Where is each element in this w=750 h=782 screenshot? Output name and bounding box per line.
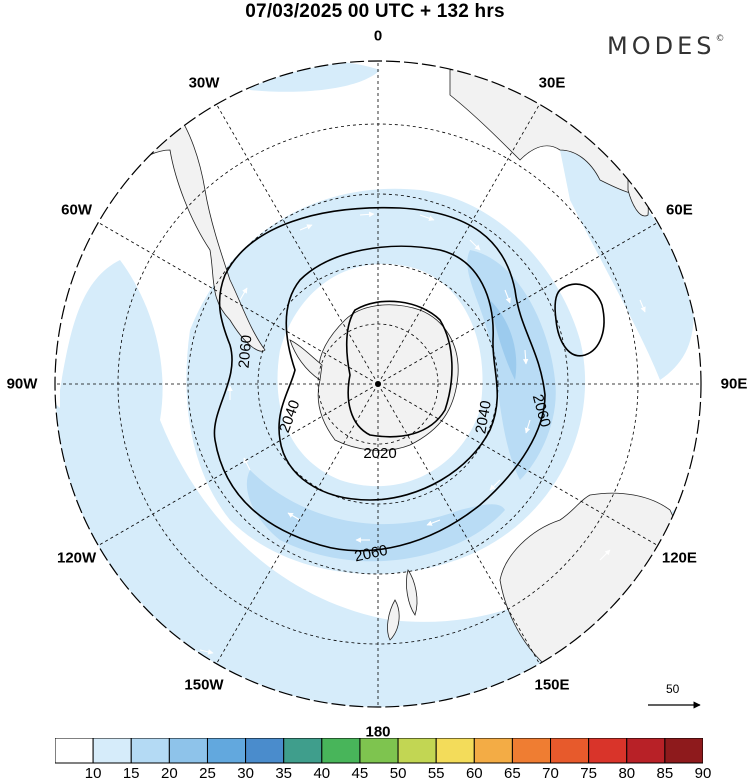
longitude-label: 90E	[720, 375, 748, 393]
copyright-mark: ©	[715, 34, 725, 44]
new-zealand-north	[406, 569, 418, 616]
colorbar-label: 30	[237, 765, 254, 782]
latitude-circle	[187, 193, 569, 575]
colorbar-label: 25	[199, 765, 216, 782]
colorbar-label: 50	[389, 765, 407, 782]
colorbar-label: 40	[313, 765, 331, 782]
colorbar-swatch	[550, 738, 590, 764]
colorbar-swatch	[283, 738, 323, 764]
colorbar-label: 20	[161, 765, 178, 782]
contour-label: 2060	[353, 542, 389, 566]
polar-map: 2020 2040 2040 2060 2060 2060	[54, 60, 702, 709]
graticule	[55, 61, 701, 707]
colorbar-label: 55	[427, 765, 445, 782]
longitude-label: 30E	[538, 74, 566, 92]
longitude-label: 30W	[188, 74, 220, 92]
colorbar-swatch	[664, 738, 703, 764]
colorbar-swatch	[626, 738, 666, 764]
colorbar-label: 10	[84, 765, 102, 782]
colorbar-swatch	[55, 738, 94, 764]
colorbar-swatch	[511, 738, 552, 764]
colorbar-label: 15	[122, 765, 140, 782]
longitude-label: 150W	[184, 676, 224, 694]
wind-vector	[489, 479, 501, 491]
colorbar-swatch	[130, 738, 170, 764]
colorbar-swatch	[397, 738, 437, 764]
south-pole-dot	[375, 381, 381, 387]
colorbar-swatch	[92, 738, 132, 764]
contour-2060-outer	[213, 206, 546, 552]
contour-2060-cell	[554, 283, 605, 357]
brand-logo: MODES©	[607, 32, 724, 60]
colorbar-swatch	[435, 738, 475, 764]
contour-label: 2020	[363, 445, 396, 462]
height-contours	[213, 206, 605, 552]
colorbar-label: 75	[580, 765, 597, 782]
colorbar-swatch	[321, 738, 361, 764]
colorbar-swatch	[245, 738, 285, 764]
longitude-label: 90W	[6, 375, 38, 393]
longitude-label: 120W	[57, 549, 97, 567]
longitude-label: 150E	[534, 676, 570, 694]
colorbar-swatch	[168, 738, 208, 764]
colorbar-label: 90	[694, 765, 712, 782]
map-boundary	[54, 60, 702, 708]
colorbar-swatch	[206, 738, 247, 764]
contour-2040	[278, 245, 499, 501]
new-zealand-south	[387, 599, 400, 641]
map-title: 07/03/2025 00 UTC + 132 hrs	[245, 1, 505, 22]
colorbar-swatch	[588, 738, 628, 764]
colorbar	[55, 738, 703, 764]
wind-vector	[287, 512, 301, 521]
wind-vector	[504, 289, 511, 304]
colorbar-label: 65	[504, 765, 521, 782]
contour-label: 2060	[236, 334, 256, 369]
colorbar-label: 60	[465, 765, 483, 782]
wind-patch-core	[490, 300, 517, 380]
wind-vector	[426, 519, 441, 526]
longitude-label: 180	[365, 723, 391, 741]
colorbar-label: 45	[351, 765, 369, 782]
wind-vector	[419, 214, 435, 221]
colorbar-label: 80	[618, 765, 636, 782]
contour-2020	[345, 300, 453, 438]
antarctic-peninsula	[289, 339, 323, 381]
wind-vector	[599, 549, 611, 561]
wind-vector	[524, 419, 531, 434]
colorbar-label: 85	[656, 765, 674, 782]
longitude-label: 120E	[661, 549, 697, 567]
map-disk	[55, 61, 701, 707]
colorbar-swatch	[473, 738, 513, 764]
wind-vector	[299, 224, 313, 231]
wind-vector	[243, 457, 251, 471]
brand-name: MODES	[607, 32, 716, 60]
longitude-label: 0	[373, 27, 383, 45]
vector-reference-label: 50	[666, 682, 680, 696]
wind-vector	[239, 287, 248, 301]
colorbar-swatch	[359, 738, 399, 764]
wind-patch-w	[55, 400, 123, 568]
longitude-label: 60E	[666, 201, 693, 219]
colorbar-label: 35	[275, 765, 293, 782]
wind-vector	[359, 211, 375, 218]
wind-vector	[199, 649, 214, 655]
wind-vector	[639, 299, 646, 313]
longitude-label: 60W	[61, 201, 93, 219]
wind-vector	[522, 349, 529, 365]
contour-label: 2040	[472, 399, 495, 435]
wind-patch-ne	[560, 150, 694, 380]
colorbar-label: 70	[542, 765, 559, 782]
wind-vector	[469, 239, 481, 251]
wind-jet-south	[246, 470, 506, 562]
